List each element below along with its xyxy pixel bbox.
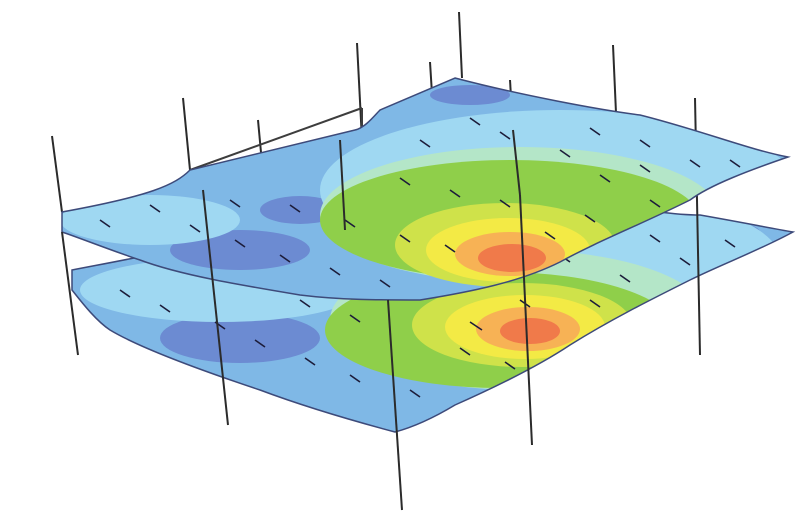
upper-band-dark — [260, 196, 340, 224]
mesh-tick — [299, 299, 311, 308]
mesh-tick — [619, 274, 631, 283]
mesh-tick — [399, 234, 411, 243]
column-line — [458, 11, 463, 79]
column-line — [612, 44, 617, 114]
mesh-tick — [159, 304, 171, 313]
mesh-tick — [724, 239, 736, 248]
mesh-tick — [499, 199, 511, 208]
mesh-tick — [444, 244, 456, 253]
column-line — [519, 194, 533, 446]
mesh-tick — [639, 139, 651, 148]
column-line — [339, 139, 346, 231]
column-line — [512, 129, 521, 196]
mesh-tick — [254, 339, 266, 348]
mesh-tick — [234, 239, 246, 248]
mesh-tick — [419, 139, 431, 148]
mesh-tick — [504, 361, 516, 370]
mesh-tick — [649, 199, 661, 208]
mesh-tick — [469, 321, 483, 331]
mesh-tick — [469, 117, 481, 126]
mesh-tick — [229, 199, 241, 208]
mesh-tick — [589, 299, 601, 308]
mesh-tick — [679, 257, 691, 266]
column-line — [61, 231, 79, 356]
mesh-tick — [344, 219, 356, 228]
mesh-tick — [119, 289, 131, 298]
mesh-tick — [304, 357, 316, 366]
columns-back — [51, 11, 698, 213]
mesh-tick — [99, 219, 111, 228]
mesh-tick — [289, 204, 301, 213]
columns-front — [61, 129, 701, 511]
mesh-tick — [584, 214, 596, 223]
upper-mesh-ticks — [99, 117, 741, 288]
mesh-tick — [499, 131, 511, 140]
mesh-tick — [459, 347, 471, 356]
upper-band-dark — [170, 230, 310, 270]
mesh-tick — [349, 374, 361, 383]
mesh-tick — [399, 177, 411, 186]
mesh-tick — [449, 189, 461, 198]
frame-edge — [189, 107, 363, 171]
column-line — [51, 135, 63, 213]
upper-band-red — [478, 244, 546, 272]
mesh-tick — [279, 254, 291, 263]
mesh-tick — [689, 159, 701, 168]
mesh-tick — [599, 174, 611, 183]
column-line — [202, 189, 229, 426]
column-line — [182, 97, 191, 171]
mesh-tick — [379, 279, 391, 288]
column-line — [387, 299, 403, 511]
upper-band-dark — [430, 85, 510, 105]
column-line — [696, 199, 701, 356]
upper-band-light — [62, 195, 240, 245]
mesh-tick — [559, 149, 571, 158]
mesh-tick — [409, 389, 421, 398]
mesh-tick — [544, 231, 556, 240]
upper-slab-outline — [61, 77, 791, 301]
mesh-tick — [589, 127, 601, 136]
lower-band-red — [500, 318, 560, 344]
mesh-tick — [349, 314, 361, 323]
mesh-tick — [329, 267, 341, 276]
mesh-tick — [649, 234, 661, 243]
mesh-tick — [639, 164, 651, 173]
mesh-tick — [729, 159, 741, 168]
mesh-tick — [189, 224, 201, 233]
mesh-tick — [149, 204, 161, 213]
lower-mesh-ticks — [119, 234, 736, 398]
lower-band-dark — [160, 313, 320, 363]
